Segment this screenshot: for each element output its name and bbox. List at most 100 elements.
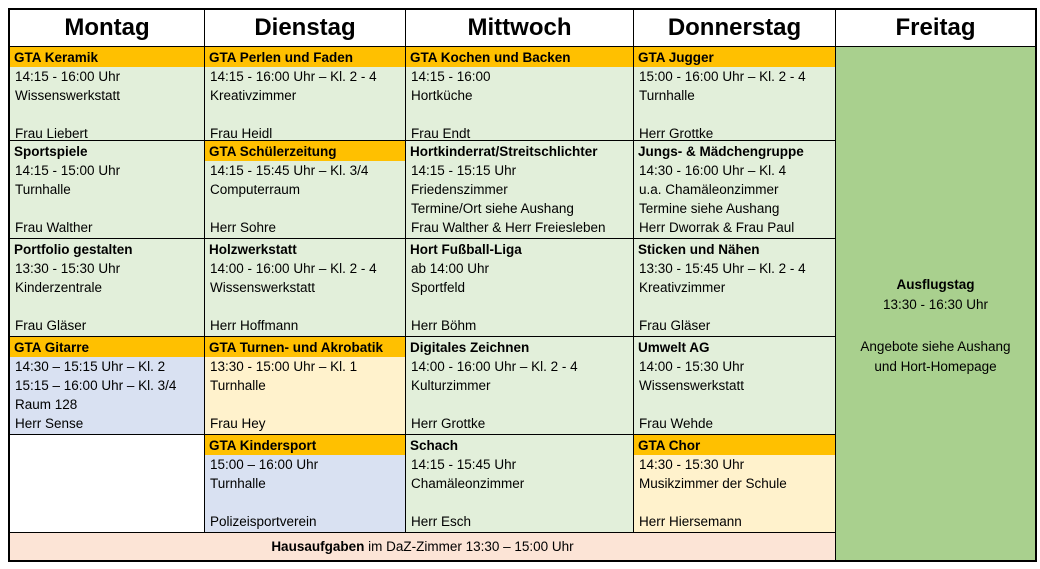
cell-dienstag-row1: GTA Perlen und Faden 14:15 - 16:00 Uhr – … xyxy=(205,47,406,141)
activity-line: Herr Grottke xyxy=(639,126,714,141)
homework-label: Hausaufgaben im DaZ-Zimmer 13:30 – 15:00… xyxy=(271,539,573,554)
activity-line: Herr Böhm xyxy=(411,318,477,333)
activity-line: Kinderzentrale xyxy=(15,280,103,295)
cell-dienstag-row5: GTA Kindersport 15:00 – 16:00 Uhr Turnhall… xyxy=(205,435,406,533)
activity-line: ab 14:00 Uhr xyxy=(411,261,490,276)
cell-montag-row5 xyxy=(10,435,205,533)
activity-line: Termine siehe Aushang xyxy=(639,201,780,216)
activity-line xyxy=(205,395,405,414)
activity-line xyxy=(10,454,204,473)
cell-mittwoch-row1: GTA Kochen und Backen 14:15 - 16:00 Hortkü… xyxy=(406,47,634,141)
activity-title: GTA Kochen und Backen xyxy=(406,47,633,67)
activity-line xyxy=(406,493,633,512)
activity-line: Polizeisportverein xyxy=(210,514,317,529)
activity-line xyxy=(10,105,204,124)
activity-line: Hortküche xyxy=(411,88,473,103)
activity-line: Computerraum xyxy=(210,182,301,197)
activity-line: 13:30 - 15:30 Uhr xyxy=(15,261,121,276)
activity-line: Frau Liebert xyxy=(15,126,88,141)
activity-line: Herr Hiersemann xyxy=(639,514,742,529)
activity-title: GTA Schülerzeitung xyxy=(205,141,405,161)
activity-line: Raum 128 xyxy=(15,397,78,412)
activity-line: Frau Walther xyxy=(15,220,93,235)
activity-title: GTA Jugger xyxy=(634,47,835,67)
activity-line: 15:00 – 16:00 Uhr xyxy=(210,457,319,472)
homework-bold-text: Hausaufgaben xyxy=(271,539,365,554)
activity-line: Termine/Ort siehe Aushang xyxy=(411,201,574,216)
activity-line: 14:30 – 15:15 Uhr – Kl. 2 xyxy=(15,359,166,374)
cell-montag-row2: Sportspiele 14:15 - 15:00 Uhr Turnhalle Fra… xyxy=(10,141,205,239)
friday-spacer xyxy=(836,315,1035,337)
cell-dienstag-row4: GTA Turnen- und Akrobatik 13:30 - 15:00 U… xyxy=(205,337,406,435)
activity-title: GTA Gitarre xyxy=(10,337,204,357)
activity-line: 13:30 - 15:45 Uhr – Kl. 2 - 4 xyxy=(639,261,806,276)
cell-montag-row4: GTA Gitarre 14:30 – 15:15 Uhr – Kl. 2 15:1… xyxy=(10,337,205,435)
activity-line: Wissenswerkstatt xyxy=(639,378,745,393)
activity-line: 14:00 - 16:00 Uhr – Kl. 2 - 4 xyxy=(411,359,578,374)
activity-title: Holzwerkstatt xyxy=(209,242,297,257)
friday-line: Ausflugstag xyxy=(896,277,975,292)
activity-line xyxy=(205,199,405,218)
activity-line: Friedenszimmer xyxy=(411,182,508,197)
activity-line xyxy=(205,493,405,512)
activity-line: 14:30 - 16:00 Uhr – Kl. 4 xyxy=(639,163,787,178)
day-header-montag: Montag xyxy=(10,10,205,47)
cell-montag-row1: GTA Keramik 14:15 - 16:00 Uhr Wissenswerks… xyxy=(10,47,205,141)
friday-excursion-cell: Ausflugstag 13:30 - 16:30 Uhr Angebote sie… xyxy=(836,47,1035,560)
activity-line: Herr Dworrak & Frau Paul xyxy=(639,220,795,235)
activity-title: Hortkinderrat/Streitschlichter xyxy=(410,144,598,159)
activity-line: 14:00 - 16:00 Uhr – Kl. 2 - 4 xyxy=(210,261,377,276)
activity-line xyxy=(10,297,204,316)
activity-line xyxy=(634,395,835,414)
activity-line: Frau Walther & Herr Freiesleben xyxy=(411,220,606,235)
activity-title: GTA Keramik xyxy=(10,47,204,67)
activity-title: Digitales Zeichnen xyxy=(410,340,530,355)
activity-line: u.a. Chamäleonzimmer xyxy=(639,182,779,197)
activity-line xyxy=(634,297,835,316)
cell-donnerstag-row1: GTA Jugger 15:00 - 16:00 Uhr – Kl. 2 - 4 T… xyxy=(634,47,836,141)
cell-dienstag-row3: Holzwerkstatt 14:00 - 16:00 Uhr – Kl. 2 -… xyxy=(205,239,406,337)
homework-rest-text: im DaZ-Zimmer 13:30 – 15:00 Uhr xyxy=(364,539,574,554)
activity-line: Turnhalle xyxy=(210,476,266,491)
homework-row: Hausaufgaben im DaZ-Zimmer 13:30 – 15:00… xyxy=(10,533,836,560)
cell-donnerstag-row2: Jungs- & Mädchengruppe 14:30 - 16:00 Uhr … xyxy=(634,141,836,239)
activity-line: Turnhalle xyxy=(15,182,71,197)
cell-dienstag-row2: GTA Schülerzeitung 14:15 - 15:45 Uhr – Kl… xyxy=(205,141,406,239)
activity-line: Turnhalle xyxy=(639,88,695,103)
activity-line: Turnhalle xyxy=(210,378,266,393)
cell-mittwoch-row2: Hortkinderrat/Streitschlichter 14:15 - 15… xyxy=(406,141,634,239)
activity-line: Chamäleonzimmer xyxy=(411,476,525,491)
activity-line xyxy=(205,105,405,124)
activity-line: 14:15 - 15:45 Uhr xyxy=(411,457,517,472)
activity-line: 14:15 - 16:00 xyxy=(411,69,491,84)
activity-line: 15:15 – 16:00 Uhr – Kl. 3/4 xyxy=(15,378,177,393)
activity-title: Umwelt AG xyxy=(638,340,710,355)
activity-line: Musikzimmer der Schule xyxy=(639,476,787,491)
activity-title: Sticken und Nähen xyxy=(638,242,760,257)
activity-line: Herr Sense xyxy=(15,416,84,431)
day-header-donnerstag: Donnerstag xyxy=(634,10,836,47)
cell-mittwoch-row3: Hort Fußball-Liga ab 14:00 Uhr Sportfeld He… xyxy=(406,239,634,337)
day-header-dienstag: Dienstag xyxy=(205,10,406,47)
activity-line: Kreativzimmer xyxy=(210,88,297,103)
activity-line: 15:00 - 16:00 Uhr – Kl. 2 - 4 xyxy=(639,69,806,84)
friday-line: und Hort-Homepage xyxy=(874,359,997,374)
activity-line xyxy=(406,395,633,414)
cell-donnerstag-row3: Sticken und Nähen 13:30 - 15:45 Uhr – Kl.… xyxy=(634,239,836,337)
activity-line: Frau Endt xyxy=(411,126,471,141)
activity-title: GTA Chor xyxy=(634,435,835,455)
activity-title: GTA Perlen und Faden xyxy=(205,47,405,67)
activity-title: Schach xyxy=(410,438,459,453)
activity-title: GTA Kindersport xyxy=(205,435,405,455)
activity-line: Frau Wehde xyxy=(639,416,714,431)
activity-title: GTA Turnen- und Akrobatik xyxy=(205,337,405,357)
activity-line: 14:30 - 15:30 Uhr xyxy=(639,457,745,472)
activity-line: Herr Sohre xyxy=(210,220,277,235)
activity-line: Herr Hoffmann xyxy=(210,318,299,333)
activity-title: Hort Fußball-Liga xyxy=(410,242,522,257)
activity-line: 14:15 - 16:00 Uhr xyxy=(15,69,121,84)
activity-line: 14:15 - 16:00 Uhr – Kl. 2 - 4 xyxy=(210,69,377,84)
cell-donnerstag-row5: GTA Chor 14:30 - 15:30 Uhr Musikzimmer der… xyxy=(634,435,836,533)
activity-line: Herr Esch xyxy=(411,514,472,529)
day-header-mittwoch: Mittwoch xyxy=(406,10,634,47)
